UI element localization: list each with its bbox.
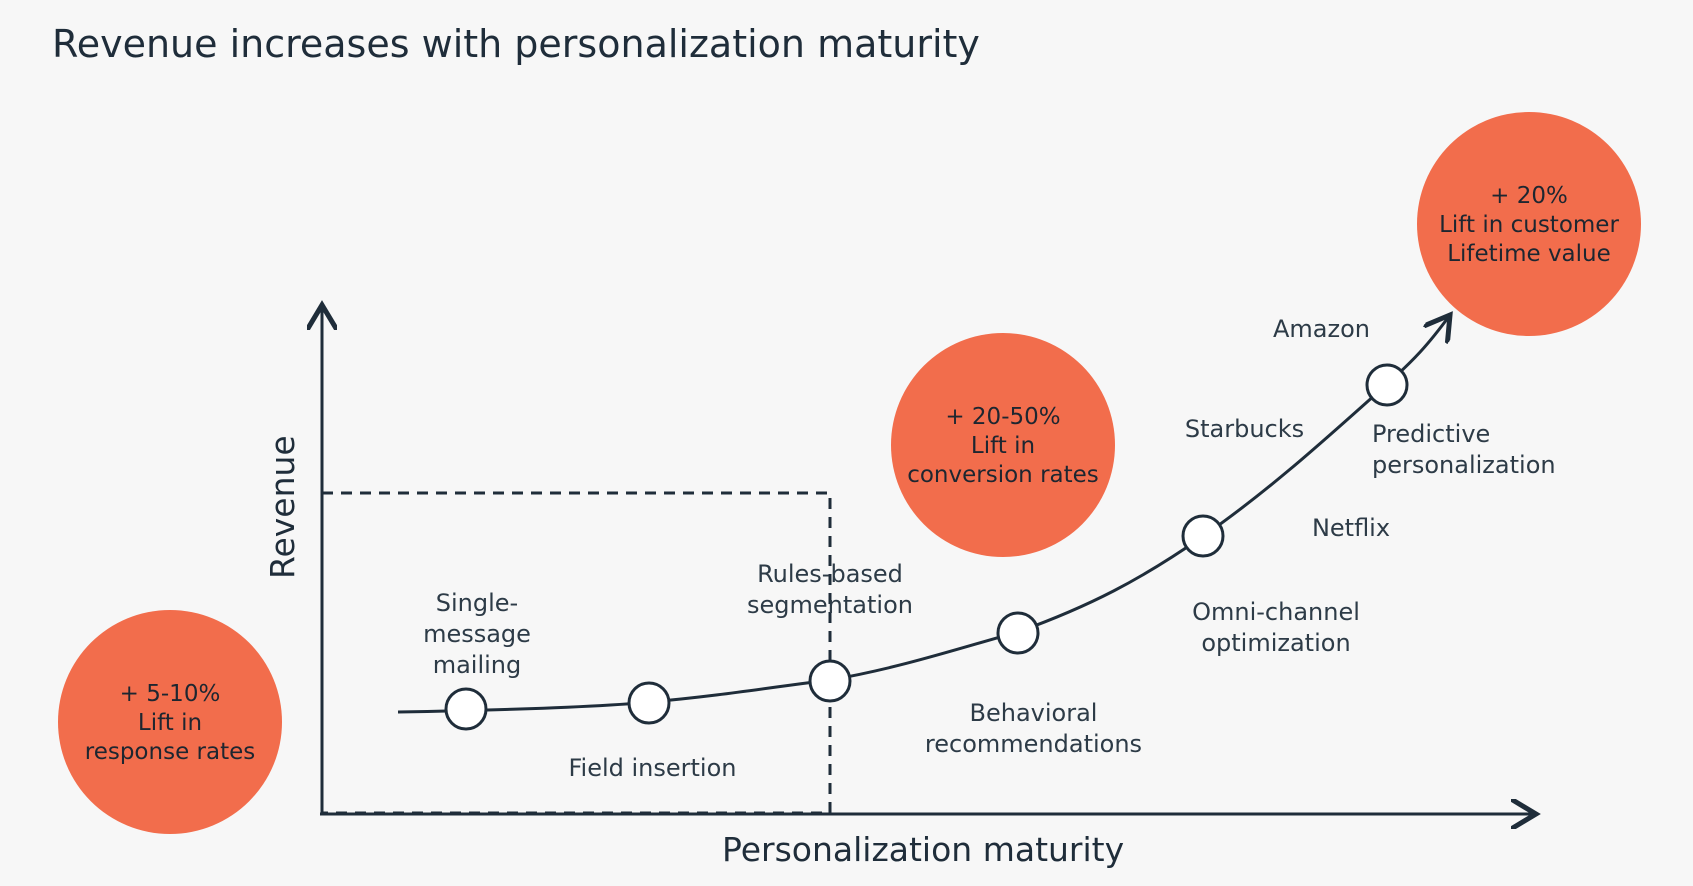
maturity-threshold-box bbox=[322, 491, 832, 815]
stage-label-behavioral: Behavioral recommendations bbox=[924, 699, 1143, 758]
brand-label-amazon: Amazon bbox=[1273, 315, 1370, 343]
y-axis-label: Revenue bbox=[263, 435, 302, 579]
conversion-rate-text: + 20-50% Lift in conversion rates bbox=[907, 403, 1099, 488]
stage-node-behavioral bbox=[996, 611, 1040, 655]
stage-node-omni-channel bbox=[1181, 514, 1225, 558]
stage-node-rules-based bbox=[808, 659, 852, 703]
stage-node-predictive bbox=[1365, 363, 1409, 407]
page-title: Revenue increases with personalization m… bbox=[52, 22, 980, 66]
conversion-rate-bubble: + 20-50% Lift in conversion rates bbox=[891, 333, 1115, 557]
brand-label-netflix: Netflix bbox=[1311, 514, 1391, 542]
x-axis-label: Personalization maturity bbox=[722, 830, 1125, 869]
stage-node-single-message bbox=[444, 687, 488, 731]
stage-node-field-insertion bbox=[627, 681, 671, 725]
brand-label-starbucks: Starbucks bbox=[1184, 415, 1305, 443]
stage-label-rules-based: Rules-based segmentation bbox=[747, 560, 913, 619]
lifetime-value-bubble: + 20% Lift in customer Lifetime value bbox=[1417, 112, 1641, 336]
response-rate-bubble: + 5-10% Lift in response rates bbox=[58, 610, 282, 834]
stage-label-omni-channel: Omni-channel optimization bbox=[1192, 598, 1360, 657]
lifetime-value-text: + 20% Lift in customer Lifetime value bbox=[1439, 182, 1619, 267]
stage-label-field-insertion: Field insertion bbox=[568, 754, 737, 782]
stage-label-predictive: Predictive personalization bbox=[1372, 420, 1556, 479]
stage-label-single-message: Single- message mailing bbox=[423, 589, 531, 679]
response-rate-text: + 5-10% Lift in response rates bbox=[84, 680, 256, 765]
